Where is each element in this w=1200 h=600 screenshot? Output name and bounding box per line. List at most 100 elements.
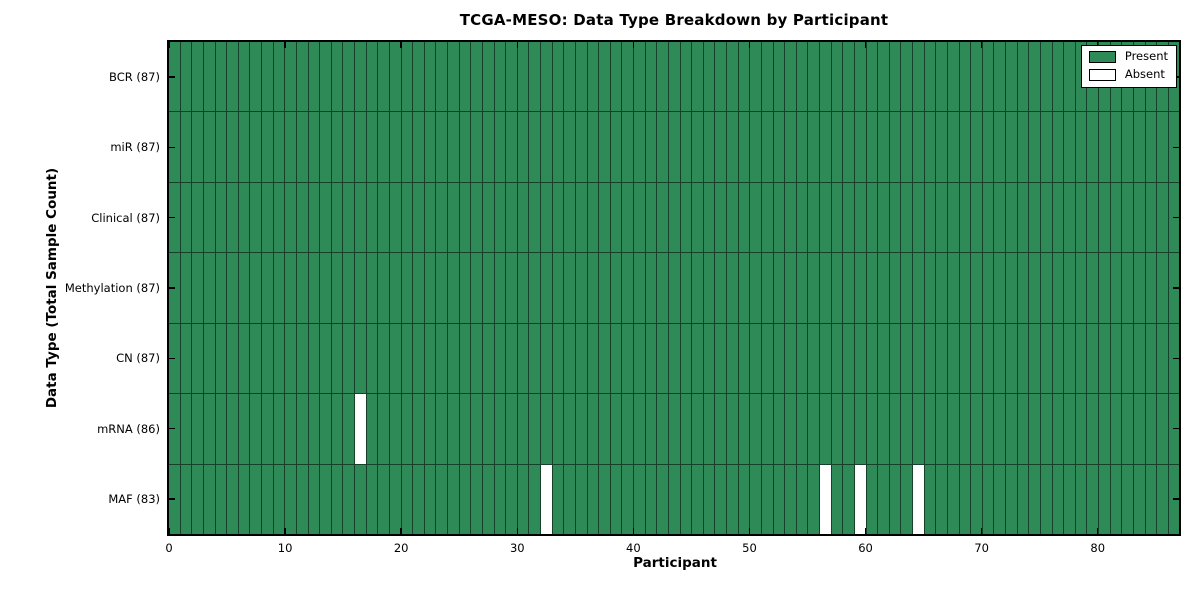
heatmap-cell-present <box>819 42 831 112</box>
heatmap-cell-present <box>865 182 878 253</box>
heatmap-cell-present <box>993 182 1005 253</box>
heatmap-cell-present <box>644 323 657 394</box>
heatmap-cell-present <box>784 464 796 534</box>
heatmap-cell-present <box>853 253 866 323</box>
heatmap-cell-present <box>1132 464 1145 534</box>
heatmap-cell-present <box>354 253 366 323</box>
heatmap-cell-present <box>830 464 843 534</box>
heatmap-cell-present <box>760 182 773 253</box>
heatmap-cell-present <box>551 394 564 464</box>
heatmap-cell-present <box>295 394 308 464</box>
heatmap-cell-present <box>958 42 971 112</box>
heatmap-cell-present <box>295 464 308 534</box>
heatmap-cell-present <box>633 42 645 112</box>
heatmap-cell-present <box>179 182 192 253</box>
heatmap-cell-present <box>842 42 854 112</box>
heatmap-cell-present <box>191 394 203 464</box>
heatmap-cell-present <box>516 42 529 112</box>
heatmap-cell-present <box>365 394 378 464</box>
heatmap-cell-present <box>598 112 610 182</box>
heatmap-cell-present <box>295 42 308 112</box>
heatmap-cell-present <box>853 112 866 182</box>
heatmap-cell-present <box>970 464 982 534</box>
heatmap-cell-present <box>1074 182 1087 253</box>
x-tick <box>748 42 751 48</box>
heatmap-cell-present <box>307 323 320 394</box>
y-tick <box>1173 498 1179 500</box>
heatmap-cell-present <box>877 464 889 534</box>
heatmap-cell-present <box>1039 464 1052 534</box>
heatmap-cell-present <box>237 323 250 394</box>
heatmap-cell-present <box>737 253 750 323</box>
heatmap-cell-present <box>377 323 389 394</box>
heatmap-cell-present <box>249 182 261 253</box>
heatmap-cell-present <box>563 112 575 182</box>
heatmap-cell-present <box>621 394 633 464</box>
heatmap-cell-present <box>377 182 389 253</box>
heatmap-cell-present <box>749 253 761 323</box>
heatmap-cell-present <box>447 42 459 112</box>
y-tick <box>169 146 175 149</box>
heatmap-cell-present <box>284 182 296 253</box>
heatmap-cell-present <box>737 394 750 464</box>
heatmap-cell-present <box>772 394 785 464</box>
heatmap-cell-present <box>807 394 819 464</box>
heatmap-cell-present <box>412 394 424 464</box>
heatmap-cell-present <box>702 394 715 464</box>
x-tick-label: 0 <box>165 541 173 555</box>
heatmap-cell-present <box>1028 112 1040 182</box>
x-tick-label: 50 <box>742 541 757 555</box>
heatmap-cell-present <box>656 253 668 323</box>
heatmap-cell-present <box>633 323 645 394</box>
heatmap-cell-present <box>563 182 575 253</box>
heatmap-cell-present <box>842 112 854 182</box>
heatmap-cell-present <box>749 42 761 112</box>
heatmap-cell-present <box>993 42 1005 112</box>
heatmap-cell-present <box>493 253 506 323</box>
heatmap-cell-present <box>842 323 854 394</box>
heatmap-cell-present <box>1063 323 1075 394</box>
heatmap-cell-present <box>842 464 854 534</box>
heatmap-cell-present <box>1109 112 1122 182</box>
heatmap-cell-present <box>435 112 447 182</box>
heatmap-cell-present <box>423 464 436 534</box>
heatmap-cell-present <box>679 112 692 182</box>
heatmap-cell-present <box>330 112 343 182</box>
legend: Present Absent <box>1080 45 1177 88</box>
heatmap-row-mir <box>169 111 1180 182</box>
heatmap-cell-present <box>679 394 692 464</box>
heatmap-cell-present <box>1156 253 1168 323</box>
heatmap-cell-present <box>667 464 680 534</box>
heatmap-cell-present <box>1039 323 1052 394</box>
heatmap-cell-present <box>935 182 947 253</box>
heatmap-cell-present <box>202 394 215 464</box>
heatmap-cell-present <box>493 323 506 394</box>
heatmap-cell-present <box>923 253 936 323</box>
heatmap-cell-present <box>644 253 657 323</box>
x-axis-label: Participant <box>633 555 717 571</box>
heatmap-cell-present <box>249 394 261 464</box>
heatmap-cell-present <box>946 394 959 464</box>
heatmap-cell-present <box>900 394 912 464</box>
heatmap-cell-present <box>1063 253 1075 323</box>
heatmap-cell-present <box>749 394 761 464</box>
heatmap-cell-present <box>981 464 994 534</box>
heatmap-cell-present <box>865 42 878 112</box>
heatmap-cell-present <box>563 253 575 323</box>
heatmap-cell-present <box>900 253 912 323</box>
x-tick-label: 40 <box>626 541 641 555</box>
heatmap-cell-present <box>377 253 389 323</box>
heatmap-cell-present <box>981 112 994 182</box>
heatmap-cell-present <box>458 464 471 534</box>
heatmap-cell-present <box>784 253 796 323</box>
heatmap-cell-present <box>656 323 668 394</box>
heatmap-cell-present <box>505 394 517 464</box>
heatmap-cell-present <box>1051 42 1064 112</box>
heatmap-cell-present <box>842 253 854 323</box>
heatmap-cell-present <box>226 464 238 534</box>
heatmap-cell-present <box>772 323 785 394</box>
heatmap-cell-present <box>970 112 982 182</box>
heatmap-cell-present <box>470 464 482 534</box>
heatmap-cell-present <box>272 323 285 394</box>
